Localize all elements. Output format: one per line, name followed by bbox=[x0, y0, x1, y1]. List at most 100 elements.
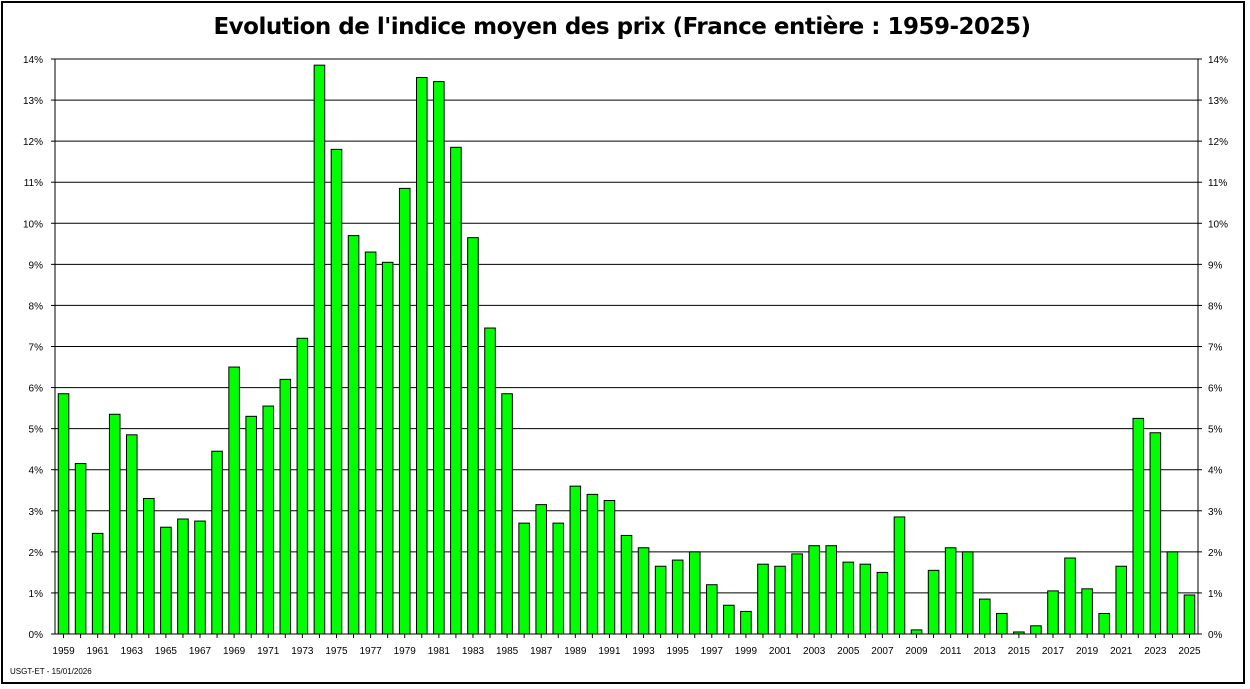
x-tick-label-2015: 2015 bbox=[1008, 646, 1031, 657]
y-tick-label-right: 0% bbox=[1208, 630, 1223, 641]
bar-1971 bbox=[262, 405, 275, 635]
bar-1967 bbox=[194, 520, 206, 635]
y-tick-label-right: 8% bbox=[1208, 301, 1223, 312]
x-tick-label-1977: 1977 bbox=[359, 646, 382, 657]
bar-1987 bbox=[535, 504, 547, 635]
bar-1961 bbox=[91, 532, 104, 635]
bar-1966 bbox=[177, 518, 189, 635]
y-tick-label-left: 6% bbox=[29, 384, 44, 395]
bar-2007 bbox=[876, 571, 889, 635]
bar-2004 bbox=[825, 545, 838, 635]
bar-1977 bbox=[364, 251, 377, 635]
bar-1970 bbox=[245, 415, 257, 635]
x-tick-label-1987: 1987 bbox=[530, 646, 553, 657]
x-tick-label-1999: 1999 bbox=[735, 646, 758, 657]
bar-2022 bbox=[1132, 417, 1145, 635]
x-tick-label-1959: 1959 bbox=[52, 646, 75, 657]
bar-1960 bbox=[74, 463, 87, 635]
x-tick-label-2023: 2023 bbox=[1144, 646, 1167, 657]
y-tick-label-right: 11% bbox=[1208, 178, 1227, 189]
bar-1978 bbox=[381, 261, 394, 635]
x-tick-label-1993: 1993 bbox=[632, 646, 655, 657]
bar-1965 bbox=[160, 526, 172, 635]
bar-2013 bbox=[978, 598, 991, 635]
bar-2005 bbox=[842, 561, 855, 635]
bar-1992 bbox=[620, 534, 633, 635]
bar-1990 bbox=[586, 493, 599, 635]
y-tick-label-left: 8% bbox=[29, 301, 44, 312]
bar-1989 bbox=[569, 485, 582, 635]
bar-1999 bbox=[740, 610, 752, 635]
y-tick-label-left: 9% bbox=[29, 260, 44, 271]
bar-2002 bbox=[791, 553, 803, 635]
bar-1975 bbox=[330, 148, 343, 635]
y-tick-label-left: 7% bbox=[29, 343, 44, 354]
y-tick-label-left: 4% bbox=[29, 466, 44, 477]
y-tick-label-left: 0% bbox=[29, 630, 44, 641]
bar-1979 bbox=[398, 187, 411, 635]
bar-2010 bbox=[927, 569, 940, 635]
y-tick-label-left: 1% bbox=[29, 589, 44, 600]
bar-1964 bbox=[143, 497, 155, 635]
bar-1998 bbox=[723, 604, 735, 635]
x-tick-label-1979: 1979 bbox=[394, 646, 417, 657]
bar-1994 bbox=[654, 565, 667, 635]
x-tick-label-1995: 1995 bbox=[667, 646, 690, 657]
x-tick-label-2025: 2025 bbox=[1178, 646, 1201, 657]
x-tick-label-1963: 1963 bbox=[121, 646, 144, 657]
bar-1976 bbox=[347, 235, 360, 635]
bar-1969 bbox=[228, 366, 240, 635]
x-tick-label-1985: 1985 bbox=[496, 646, 519, 657]
bar-2025 bbox=[1183, 594, 1196, 635]
y-tick-label-left: 14% bbox=[23, 55, 43, 66]
bar-1986 bbox=[518, 522, 530, 635]
y-tick-label-right: 9% bbox=[1208, 260, 1223, 271]
x-tick-label-2013: 2013 bbox=[974, 646, 997, 657]
bar-2019 bbox=[1081, 588, 1093, 635]
x-tick-label-1989: 1989 bbox=[564, 646, 587, 657]
y-axis-right-labels: 0% 1% 2% 3% 4% 5% 6% 7% 8% 9% 10% 11% 12% 13% 14% bbox=[1208, 55, 1228, 641]
y-tick-label-left: 11% bbox=[24, 178, 43, 189]
bar-1980 bbox=[416, 76, 428, 635]
bar-2017 bbox=[1047, 590, 1059, 635]
x-tick-label-1983: 1983 bbox=[462, 646, 485, 657]
y-tick-label-left: 5% bbox=[29, 425, 44, 436]
y-tick-label-right: 7% bbox=[1208, 343, 1223, 354]
y-tick-label-right: 1% bbox=[1208, 589, 1223, 600]
bar-1993 bbox=[637, 547, 650, 635]
y-tick-label-right: 2% bbox=[1208, 548, 1223, 559]
bar-2014 bbox=[996, 612, 1008, 635]
bar-2001 bbox=[774, 565, 786, 635]
bar-2011 bbox=[944, 547, 957, 635]
bar-1985 bbox=[501, 393, 513, 635]
y-tick-label-right: 13% bbox=[1208, 96, 1228, 107]
x-tick-label-2009: 2009 bbox=[905, 646, 928, 657]
x-tick-label-1969: 1969 bbox=[223, 646, 246, 657]
y-axis-left-labels: 0% 1% 2% 3% 4% 5% 6% 7% 8% 9% 10% 11% 12% 13% 14% bbox=[23, 55, 43, 641]
bar-1991 bbox=[603, 500, 616, 635]
bar-2016 bbox=[1030, 625, 1042, 635]
bar-2020 bbox=[1098, 612, 1110, 635]
y-tick-label-left: 13% bbox=[23, 96, 43, 107]
x-tick-label-1971: 1971 bbox=[257, 646, 280, 657]
y-tick-label-right: 12% bbox=[1208, 137, 1228, 148]
x-tick-label-1961: 1961 bbox=[87, 646, 110, 657]
footer-credit: USGT-ET - 15/01/2026 bbox=[10, 667, 92, 676]
x-tick-label-2019: 2019 bbox=[1076, 646, 1099, 657]
bar-1962 bbox=[108, 413, 121, 635]
bar-2024 bbox=[1166, 551, 1179, 635]
bar-2021 bbox=[1115, 565, 1128, 635]
y-tick-label-right: 14% bbox=[1208, 55, 1228, 66]
x-tick-label-2001: 2001 bbox=[769, 646, 792, 657]
y-tick-label-right: 5% bbox=[1208, 425, 1223, 436]
bar-2006 bbox=[859, 563, 872, 635]
x-axis-labels: 1959 1961 1963 1965 1967 1969 1971 1973 1975 1977… bbox=[52, 634, 1201, 657]
bar-2000 bbox=[757, 563, 769, 635]
bar-1983 bbox=[467, 237, 479, 635]
y-tick-label-left: 2% bbox=[29, 548, 44, 559]
x-tick-label-2011: 2011 bbox=[940, 646, 962, 657]
x-tick-label-1997: 1997 bbox=[701, 646, 724, 657]
x-tick-label-1975: 1975 bbox=[325, 646, 348, 657]
chart-title: Evolution de l'indice moyen des prix (Fr… bbox=[213, 14, 1031, 40]
